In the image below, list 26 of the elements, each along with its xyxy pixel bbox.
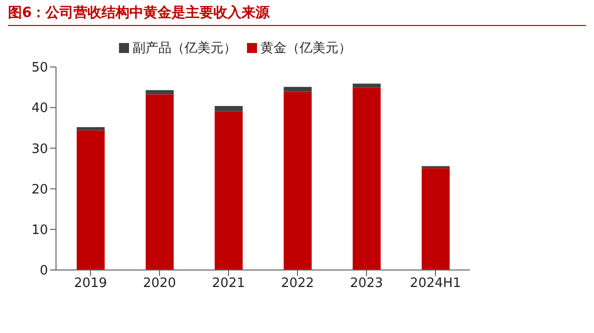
- y-tick-label: 50: [31, 60, 48, 76]
- bar: [352, 84, 381, 88]
- bar: [76, 127, 105, 130]
- bar: [146, 90, 174, 94]
- bar: [146, 94, 174, 270]
- bar: [284, 92, 312, 270]
- bar: [214, 111, 243, 270]
- bar: [214, 106, 243, 112]
- y-tick-label: 30: [31, 142, 48, 157]
- x-tick-label: 2023: [350, 276, 384, 292]
- y-tick-label: 40: [31, 101, 48, 116]
- y-tick-label: 10: [31, 223, 48, 238]
- chart-title: 图6：公司营收结构中黄金是主要收入来源: [8, 4, 270, 22]
- x-tick-label: 2021: [212, 276, 246, 292]
- bar: [352, 88, 381, 270]
- y-tick-label: 20: [31, 182, 48, 198]
- bar: [284, 86, 312, 92]
- x-tick-label: 2020: [142, 276, 176, 292]
- y-tick-label: 0: [40, 264, 48, 279]
- legend-label: 副产品（亿美元）: [132, 41, 236, 56]
- bar: [76, 130, 105, 270]
- bar: [422, 168, 450, 270]
- x-tick-label: 2019: [74, 276, 108, 292]
- x-tick-label: 2024H1: [410, 276, 462, 292]
- legend-label: 黄金（亿美元）: [260, 41, 352, 56]
- x-tick-label: 2022: [280, 276, 314, 292]
